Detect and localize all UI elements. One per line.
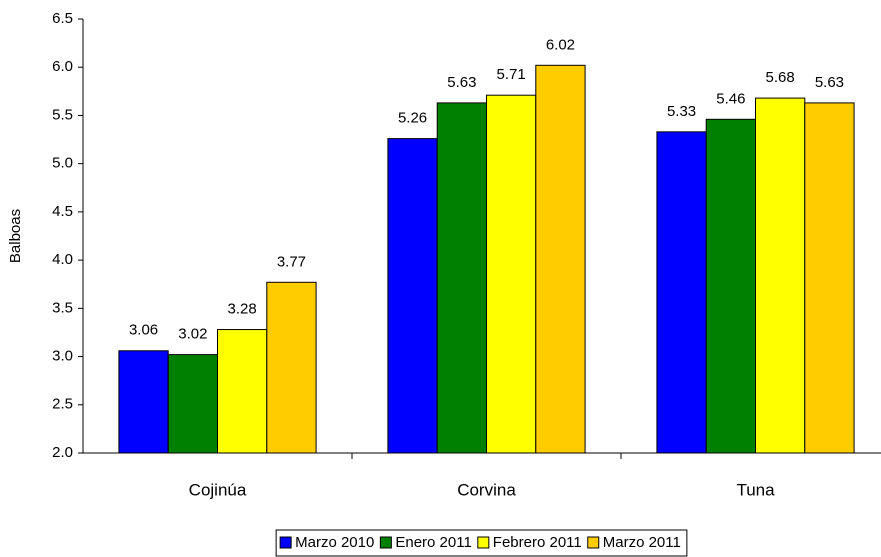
value-label: 3.28 bbox=[228, 301, 257, 318]
x-tick-label: Cojinúa bbox=[189, 480, 247, 499]
y-tick-label: 5.0 bbox=[52, 155, 73, 172]
legend-swatch bbox=[477, 536, 490, 549]
value-label: 5.63 bbox=[447, 74, 476, 91]
value-label: 6.02 bbox=[546, 36, 575, 53]
legend-swatch bbox=[279, 536, 292, 549]
legend-swatch bbox=[587, 536, 600, 549]
bar bbox=[118, 350, 169, 454]
legend-swatch bbox=[379, 536, 392, 549]
y-tick-label: 3.5 bbox=[52, 299, 73, 316]
y-tick-label: 5.5 bbox=[52, 106, 73, 123]
value-label: 5.71 bbox=[497, 66, 526, 83]
y-tick-label: 4.0 bbox=[52, 251, 73, 268]
bar bbox=[804, 102, 855, 454]
x-tick-label: Corvina bbox=[457, 480, 516, 499]
bar bbox=[705, 118, 756, 454]
y-tick-label: 2.5 bbox=[52, 396, 73, 413]
value-label: 5.68 bbox=[766, 69, 795, 86]
y-tick-label: 6.0 bbox=[52, 58, 73, 75]
legend-label: Febrero 2011 bbox=[493, 534, 582, 551]
value-label: 3.06 bbox=[129, 322, 158, 339]
x-tick-label: Tuna bbox=[736, 480, 775, 499]
bar bbox=[486, 94, 537, 454]
bar bbox=[436, 102, 487, 454]
y-tick-label: 2.0 bbox=[52, 444, 73, 461]
bar bbox=[387, 138, 438, 454]
bar bbox=[755, 97, 806, 454]
y-tick-label: 3.0 bbox=[52, 348, 73, 365]
legend-label: Marzo 2011 bbox=[603, 534, 681, 551]
value-label: 5.33 bbox=[667, 103, 696, 120]
legend-label: Marzo 2010 bbox=[295, 534, 374, 551]
value-label: 5.46 bbox=[716, 90, 745, 107]
value-label: 5.26 bbox=[398, 110, 427, 127]
y-tick-label: 4.5 bbox=[52, 203, 73, 220]
legend-label: Enero 2011 bbox=[395, 534, 471, 551]
bar bbox=[535, 64, 586, 454]
bar bbox=[656, 131, 707, 454]
y-tick-label: 6.5 bbox=[52, 10, 73, 27]
value-label: 3.02 bbox=[178, 326, 207, 343]
bar bbox=[217, 329, 268, 454]
bar bbox=[167, 354, 218, 454]
y-axis-label: Balboas bbox=[7, 209, 24, 263]
value-label: 3.77 bbox=[277, 253, 306, 270]
value-label: 5.63 bbox=[815, 74, 844, 91]
bar bbox=[266, 281, 317, 454]
